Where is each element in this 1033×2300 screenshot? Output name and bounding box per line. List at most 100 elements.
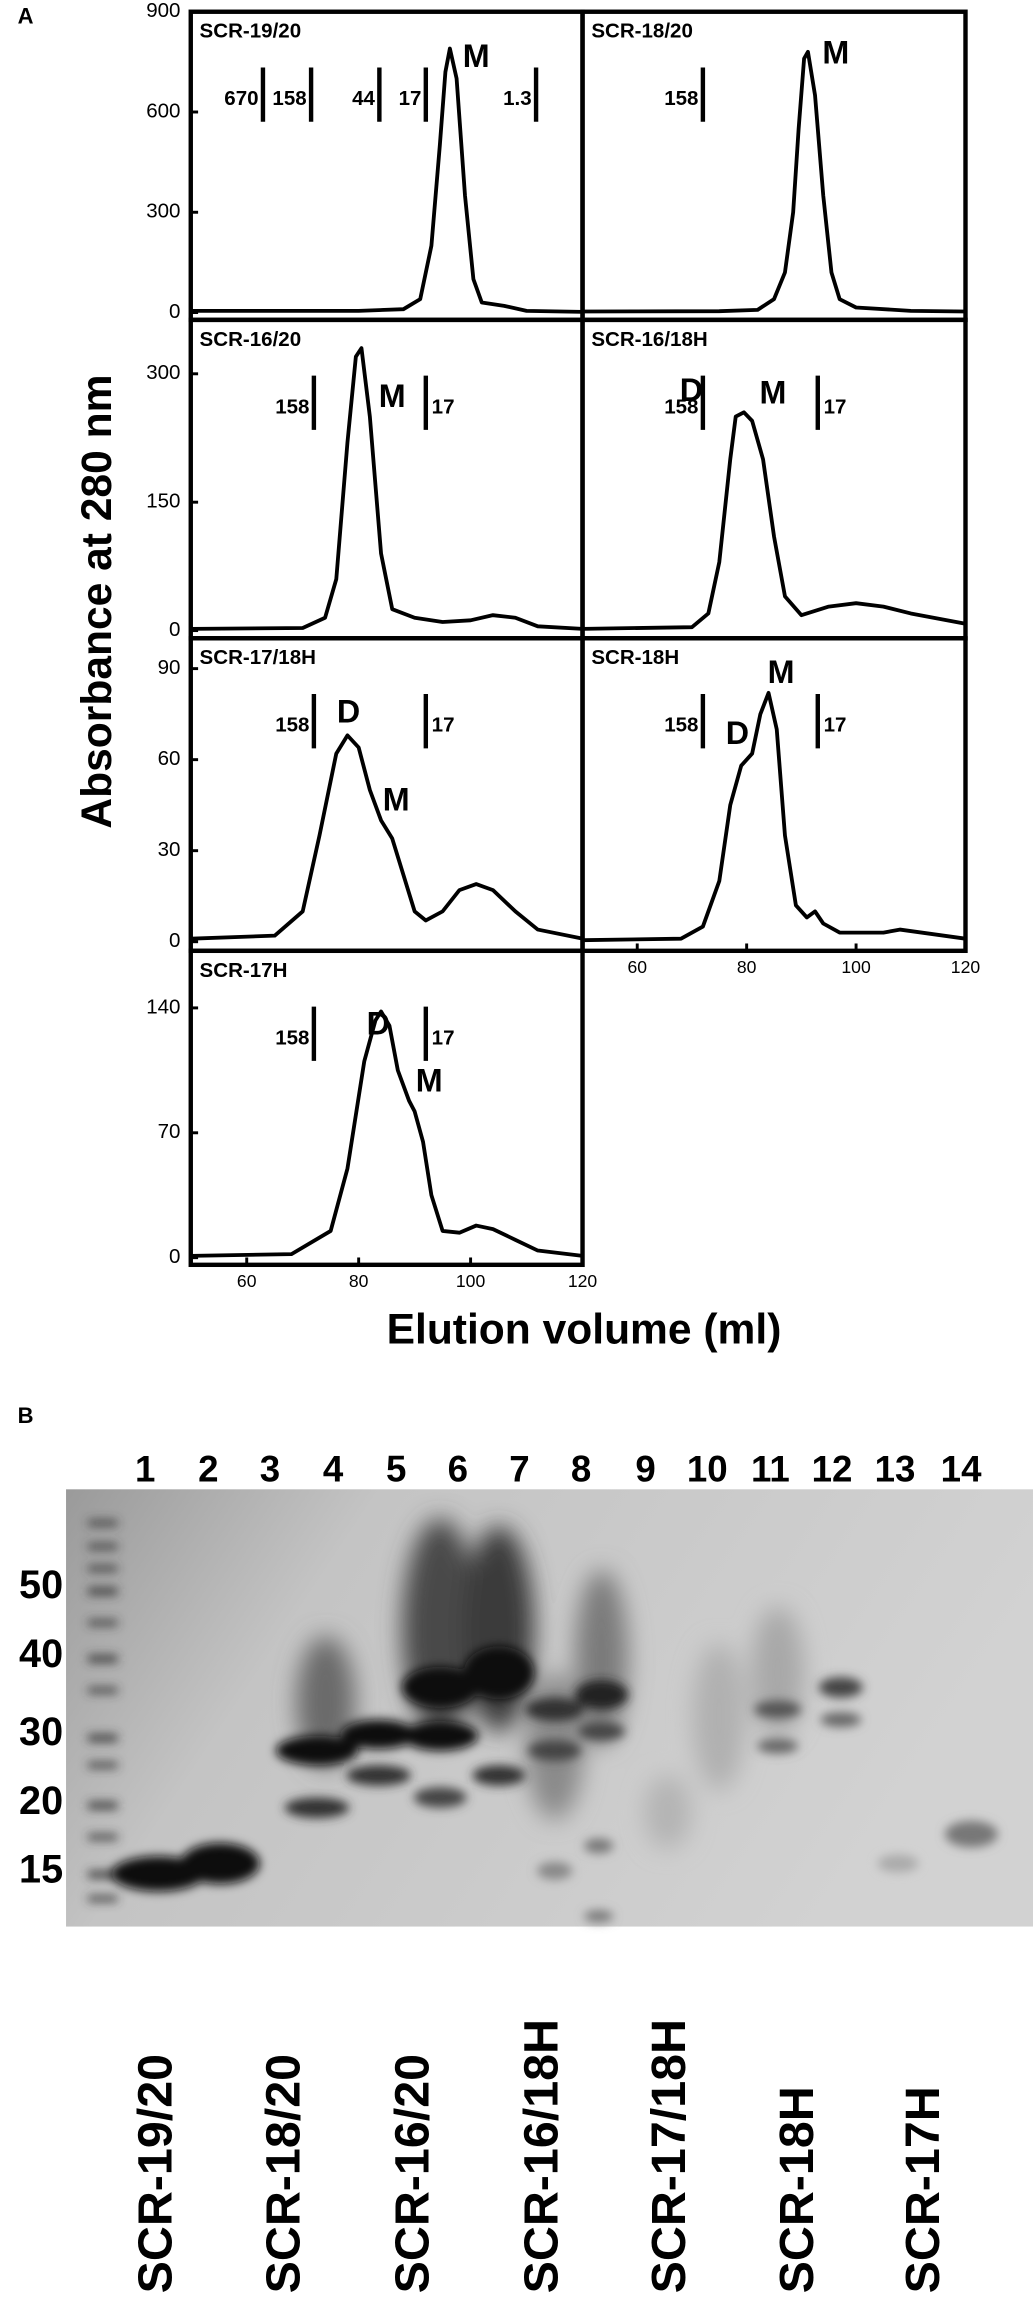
panel-title: SCR-16/20 [200,328,302,351]
standard-label: 44 [352,87,375,110]
standard-label: 17 [399,87,422,110]
standard-label: 17 [432,714,455,737]
gel-band [180,1842,260,1885]
standard-label: 158 [275,1026,309,1049]
lane-number: 4 [323,1448,344,1489]
peak-label: D [367,1005,390,1041]
trace [190,1009,583,1258]
size-marker-label: 30 [19,1710,63,1754]
peak-label: M [416,1062,443,1098]
standard-label: 158 [664,395,698,418]
standard-label: 17 [824,395,847,418]
panel-title: SCR-17/18H [200,646,316,669]
lane-number: 6 [448,1448,468,1489]
trace [582,410,966,631]
standard-label: 158 [664,87,698,110]
gel-band [583,1838,614,1854]
standard-label: 1.3 [503,87,532,110]
standard-label: 17 [824,714,847,737]
gel-band [275,1735,359,1766]
gel-band [583,1910,614,1923]
chart-panel: 0 30 60 90 SCR-17/18H 158 17 D M [158,636,585,954]
gel-band [578,1722,626,1741]
peak-label: D [337,694,360,730]
x-tick-label: 120 [951,957,981,977]
y-tick-label: 30 [158,838,181,861]
standard-label: 158 [664,714,698,737]
panel-frame [580,317,968,641]
y-tick-label: 900 [146,0,180,22]
peak-label: M [383,782,410,818]
x-tick-label: 60 [237,1271,257,1291]
x-tick-label: 80 [349,1271,369,1291]
y-tick-label: 90 [158,656,181,679]
trace [190,46,583,314]
gel-band [537,1862,573,1880]
size-marker-label: 15 [19,1848,63,1892]
y-tick-label: 140 [146,995,180,1018]
trace [582,690,966,943]
size-marker-label: 40 [19,1632,63,1676]
sample-label: SCR-19/20 [129,2054,183,2293]
panel-frame [188,9,585,323]
lane-number: 3 [260,1448,280,1489]
lane-number: 1 [135,1448,155,1489]
sample-label: SCR-18H [770,2086,824,2293]
chart-panel: 0 150 300 SCR-16/20 158 17 M [146,317,585,641]
gel-band [472,1765,526,1786]
gel-band [402,1721,479,1751]
gel-band [754,1700,802,1719]
peak-label: M [768,654,795,690]
sample-label: SCR-17/18H [642,2019,696,2293]
lane-number: 8 [571,1448,591,1489]
y-tick-label: 300 [146,361,180,384]
sample-label: SCR-18/20 [256,2054,310,2293]
trace [582,49,966,314]
panel-title: SCR-18/20 [591,20,693,43]
standard-label: 670 [224,87,258,110]
lane-number: 11 [751,1448,790,1489]
x-tick-label: 60 [627,957,647,977]
gel-band [402,1666,479,1708]
lane-number: 5 [386,1448,406,1489]
gel-band [820,1712,862,1728]
lane-number: 13 [875,1448,916,1489]
peak-label: M [379,378,406,414]
size-marker-label: 50 [19,1563,63,1607]
standard-label: 158 [275,395,309,418]
x-axis-title: Elution volume (ml) [387,1306,782,1354]
panel-title: SCR-19/20 [200,20,302,43]
chart-panel: SCR-18/20 158 M [580,9,968,323]
x-tick-label: 80 [737,957,757,977]
chart-panel: 0 300 600 900 SCR-19/20 670 158 44 17 1.3 M [146,0,585,323]
panel-title: SCR-16/18H [591,328,707,351]
panel-title: SCR-17H [200,959,288,982]
gel-bands [111,1646,998,1923]
trace [190,733,583,941]
trace [190,346,583,631]
sample-label: SCR-17H [896,2086,950,2293]
gel-band [877,1854,919,1873]
gel-band [818,1677,863,1698]
gel-band [463,1646,535,1700]
gel-band [284,1797,350,1818]
peak-label: D [726,715,749,751]
gel-band [525,1697,584,1722]
gel-image [66,1489,1033,1927]
y-axis-title: Absorbance at 280 nm [73,375,121,829]
lane-number: 10 [687,1448,728,1489]
gel-band [575,1680,629,1710]
y-tick-label: 60 [158,747,181,770]
gel-band [413,1787,467,1808]
peak-label: D [680,372,703,408]
peak-label: M [822,35,849,71]
ladder [88,1520,118,1902]
x-tick-label: 100 [841,957,871,977]
panel-label: A [18,3,34,28]
x-tick-label: 100 [456,1271,486,1291]
panel-label: B [18,1403,34,1428]
y-tick-label: 0 [169,618,180,641]
y-tick-label: 600 [146,99,180,122]
